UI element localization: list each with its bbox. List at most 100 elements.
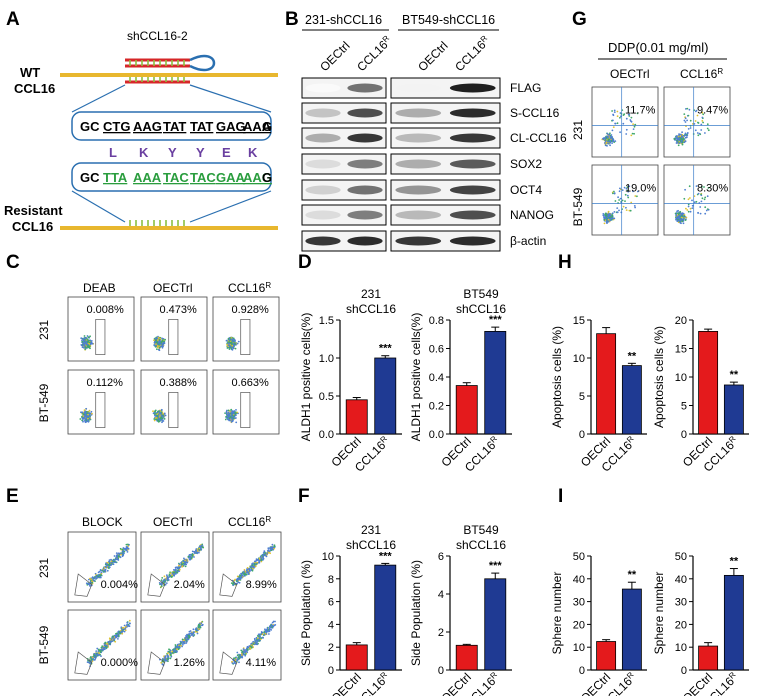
blot-band [449, 133, 496, 143]
flow-row-label: 231 [571, 120, 585, 140]
significance-marker: *** [489, 314, 503, 326]
res-codon: AAG [243, 170, 272, 185]
y-tick-label: 0.0 [319, 429, 334, 441]
flow-plot: 8.99% [212, 531, 282, 603]
res-codon: AAA [133, 170, 162, 185]
blot-band [305, 133, 341, 143]
wt-codon: GC [80, 119, 100, 134]
y-tick-label: 6 [328, 597, 334, 609]
protein-label: β-actin [510, 234, 546, 248]
panel-letter-f: F [298, 486, 310, 507]
amino-acid: Y [168, 145, 177, 160]
flow-plot: 2.04% [140, 531, 210, 603]
panel-letter-e: E [6, 486, 19, 507]
blot-band [395, 236, 442, 246]
panel-letter-i: I [558, 486, 563, 507]
amino-acid: L [109, 145, 117, 160]
bar [698, 645, 719, 671]
blot-group-label: BT549-shCCL16 [402, 13, 495, 27]
chart-title: BT549 [463, 287, 499, 301]
blot-band [305, 185, 341, 195]
y-tick-label: 20 [573, 619, 585, 631]
bar [374, 564, 397, 671]
amino-acid: E [222, 145, 231, 160]
res-codon: TTA [103, 170, 128, 185]
y-tick-label: 40 [675, 574, 687, 586]
construct-label: shCCL16-2 [127, 29, 188, 43]
blot-band [305, 210, 341, 220]
blot-band [347, 185, 383, 195]
bar [596, 333, 617, 435]
blot-strip [390, 179, 501, 201]
y-tick-label: 5 [681, 401, 687, 413]
blot-band [449, 83, 496, 93]
blot-strip [301, 127, 387, 149]
blot-band [449, 108, 496, 118]
panel-b: 231-shCCL16 BT549-shCCL16 OECtrl CCL16R … [301, 13, 567, 252]
gate-percentage: 0.388% [159, 377, 197, 389]
y-tick-label: 2 [328, 642, 334, 654]
blot-strip [390, 77, 501, 99]
wt-codon: GAG [216, 119, 246, 134]
protein-label: CL-CCL16 [510, 131, 567, 145]
resistant-label-line2: CCL16 [12, 219, 53, 234]
lane-label: CCL16R [452, 33, 493, 74]
gate-percentage: 0.112% [86, 377, 123, 389]
flow-plot: 0.112% [67, 369, 135, 435]
flow-row-label: 231 [37, 558, 51, 578]
wt-codon: AAA [243, 119, 272, 134]
flow-col-label: DEAB [83, 281, 116, 295]
blot-strip [301, 230, 387, 252]
y-tick-label: 0 [681, 665, 687, 677]
y-tick-label: 0.4 [429, 372, 444, 384]
amino-acid: K [248, 145, 258, 160]
gate-percentage: 8.99% [246, 579, 277, 591]
bar [723, 384, 744, 435]
flow-plot: 9.47% [663, 86, 731, 158]
flow-plot: 0.388% [140, 369, 208, 435]
gate-percentage: 0.473% [159, 304, 197, 316]
y-tick-label: 15 [675, 344, 687, 356]
significance-marker: ** [628, 350, 637, 362]
y-tick-label: 10 [675, 372, 687, 384]
blot-band [449, 210, 496, 220]
y-tick-label: 40 [573, 574, 585, 586]
flow-plot: 0.928% [212, 296, 280, 362]
flow-col-label: OECTrl [153, 281, 193, 295]
res-codon: TAC [163, 170, 189, 185]
lane-label: OECtrl [415, 39, 450, 74]
resistant-label-line1: Resistant [4, 203, 63, 218]
flow-plot: 8.30% [663, 164, 731, 236]
y-axis-label: Side Population (%) [299, 560, 313, 666]
flow-plot: 0.000% [67, 609, 139, 681]
blot-strip [301, 204, 387, 226]
protein-label: SOX2 [510, 157, 542, 171]
gate-percentage: 0.000% [101, 657, 139, 669]
y-axis-label: Apoptosis cells (%) [652, 326, 666, 428]
blot-strip [390, 230, 501, 252]
sp-flow-plots: 0.004% 2.04% 8.99% 0.000% 1.26% 4.11% [67, 531, 282, 681]
panel-c: DEAB OECTrl CCL16R 231 BT-549 0.008% 0.47… [37, 281, 280, 435]
y-tick-label: 6 [438, 551, 444, 563]
chart-title: shCCL16 [346, 538, 396, 552]
significance-marker: ** [730, 556, 739, 568]
y-tick-label: 2 [438, 627, 444, 639]
wt-sequence-box [71, 111, 272, 141]
y-axis-label: Side Population (%) [409, 560, 423, 666]
res-codon: TAC [190, 170, 216, 185]
wt-codon: G [262, 119, 272, 134]
y-tick-label: 10 [573, 642, 585, 654]
blot-band [347, 108, 383, 118]
blot-strip [301, 102, 387, 124]
bar [698, 330, 719, 435]
bar [455, 644, 478, 671]
gate-percentage: 8.30% [697, 183, 728, 195]
blot-band [305, 159, 341, 169]
y-tick-label: 15 [573, 315, 585, 327]
res-codon: G [262, 170, 272, 185]
wt-codon: AAG [133, 119, 162, 134]
bar [723, 574, 744, 671]
